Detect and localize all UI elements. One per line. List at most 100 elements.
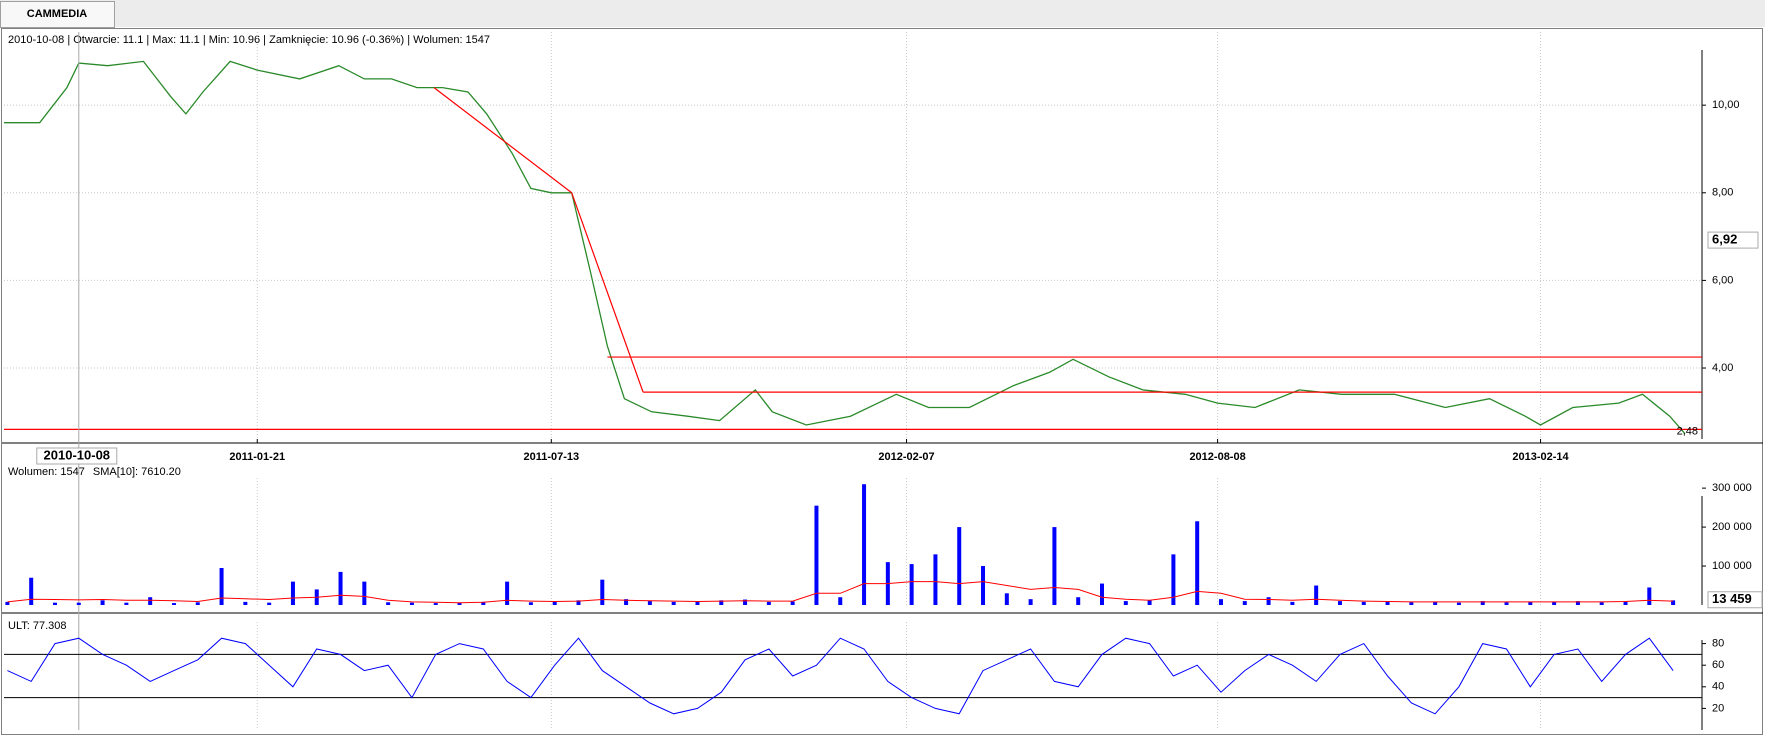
volume-bar	[1314, 585, 1319, 605]
cursor-x-label: 2010-10-08	[44, 447, 111, 462]
volume-bar	[267, 602, 272, 605]
price-line	[4, 60, 1686, 435]
volume-bar	[1361, 601, 1366, 605]
volume-bar	[171, 603, 176, 605]
volume-bar	[981, 566, 986, 605]
volume-bar	[505, 581, 510, 605]
volume-bar	[1599, 602, 1604, 605]
volume-bar	[100, 600, 105, 605]
volume-bar	[647, 601, 652, 605]
y-tick-label: 200 000	[1712, 521, 1752, 533]
last-value-box	[1707, 591, 1763, 609]
last-value-label: 2,48	[1677, 426, 1698, 438]
volume-bar	[1456, 602, 1461, 605]
volume-bar	[957, 527, 962, 605]
x-tick-label: 2011-07-13	[523, 451, 579, 463]
volume-bar	[1575, 601, 1580, 605]
y-tick-label: 40	[1712, 681, 1724, 693]
volume-bar	[52, 602, 57, 605]
volume-bar	[409, 602, 414, 605]
volume-bar	[1171, 554, 1176, 605]
volume-bar	[743, 599, 748, 605]
volume-bar	[195, 602, 200, 605]
volume-bar	[1290, 601, 1295, 605]
tab-label[interactable]: CAMMEDIA	[27, 8, 88, 20]
volume-bar	[790, 601, 795, 605]
volume-bar	[5, 601, 10, 605]
volume-bar	[1052, 527, 1057, 605]
legend-entry: Wolumen: 1547	[8, 466, 85, 478]
volume-bar	[362, 581, 367, 605]
volume-bar	[671, 601, 676, 605]
volume-bar	[838, 597, 843, 605]
volume-bar	[433, 603, 438, 605]
volume-bar	[338, 571, 343, 605]
volume-bar	[600, 579, 605, 605]
price-header: 2010-10-08 | Otwarcie: 11.1 | Max: 11.1 …	[8, 34, 490, 46]
volume-bar	[219, 567, 224, 605]
y-tick-label: 6,00	[1712, 274, 1733, 286]
volume-bar	[814, 505, 819, 605]
volume-bar	[695, 601, 700, 605]
volume-bar	[1385, 601, 1390, 605]
volume-bar	[576, 600, 581, 605]
legend-entry: ULT: 77.308	[8, 620, 67, 632]
volume-bar	[552, 601, 557, 605]
x-tick-label: 2013-02-14	[1512, 451, 1569, 463]
volume-bar	[1195, 521, 1200, 605]
volume-bar	[909, 564, 914, 605]
chart-frame	[1, 28, 1763, 735]
volume-bar	[1123, 601, 1128, 605]
volume-bar	[243, 601, 248, 605]
last-value-label: 13 459	[1712, 591, 1752, 606]
volume-bar	[1218, 599, 1223, 605]
y-tick-label: 300 000	[1712, 482, 1752, 494]
volume-bar	[1147, 600, 1152, 605]
tab-bar	[0, 0, 1765, 27]
cursor-y-label: 6,92	[1712, 232, 1737, 247]
legend-entry: SMA[10]: 7610.20	[93, 466, 181, 478]
cursor-x-box	[36, 447, 118, 465]
sma-line	[7, 581, 1674, 604]
volume-bar	[1100, 583, 1105, 605]
y-tick-label: 60	[1712, 659, 1724, 671]
volume-bar	[528, 602, 533, 605]
volume-bar	[1647, 587, 1652, 605]
volume-bar	[29, 577, 34, 605]
volume-bar	[1266, 597, 1271, 605]
volume-bar	[624, 599, 629, 605]
volume-bar	[862, 484, 867, 605]
volume-bar	[1337, 601, 1342, 605]
trend-line	[571, 192, 644, 393]
volume-bar	[1480, 601, 1485, 605]
tab[interactable]	[0, 1, 115, 28]
y-tick-label: 20	[1712, 702, 1724, 714]
y-tick-label: 80	[1712, 638, 1724, 650]
x-tick-label: 2012-02-07	[878, 451, 934, 463]
x-tick-label: 2011-01-21	[229, 451, 285, 463]
cursor-y-box	[1707, 231, 1759, 249]
volume-bar	[290, 581, 295, 605]
indicator-line	[7, 637, 1674, 715]
volume-bar	[124, 602, 129, 605]
volume-bar	[1552, 601, 1557, 605]
volume-bar	[1076, 597, 1081, 605]
volume-bar	[1409, 602, 1414, 605]
volume-bar	[1528, 601, 1533, 605]
y-tick-label: 100 000	[1712, 560, 1752, 572]
volume-bar	[76, 602, 81, 605]
volume-bar	[1671, 600, 1676, 605]
volume-bar	[148, 597, 153, 605]
volume-bar	[766, 601, 771, 605]
volume-bar	[933, 554, 938, 605]
y-tick-label: 8,00	[1712, 187, 1733, 199]
volume-bar	[1242, 601, 1247, 605]
volume-bar	[1504, 602, 1509, 605]
trend-line	[433, 87, 573, 194]
volume-bar	[719, 600, 724, 605]
volume-bar	[1623, 601, 1628, 605]
volume-bar	[1004, 593, 1009, 605]
volume-bar	[1433, 601, 1438, 605]
